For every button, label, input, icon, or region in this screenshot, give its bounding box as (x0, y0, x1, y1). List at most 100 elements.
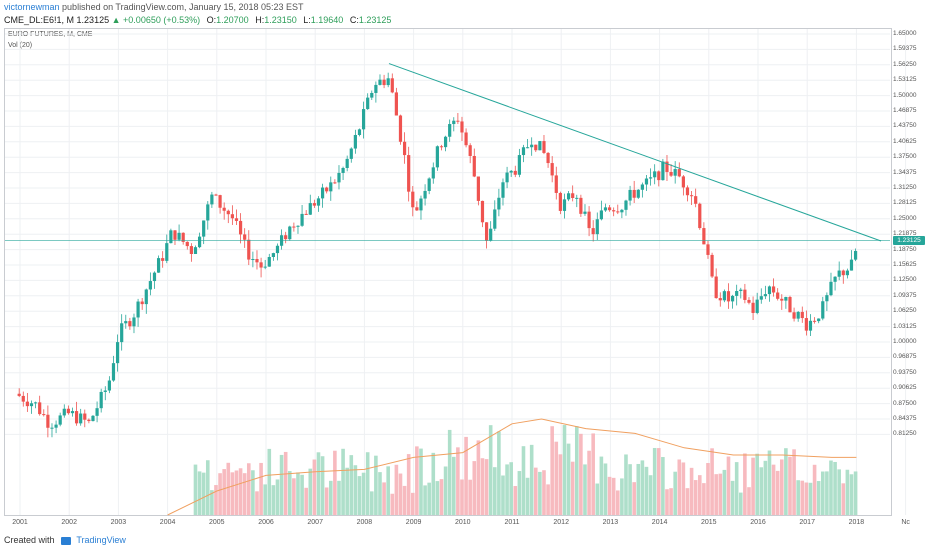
candle-body (566, 193, 571, 200)
candle-body (140, 301, 144, 305)
candle-body (17, 393, 21, 396)
triangle-up-icon: ▲ (111, 15, 121, 25)
volume-bar (287, 471, 292, 515)
symbol-name[interactable]: CME_DL:E6!1, M (4, 15, 75, 25)
candle-body (501, 182, 505, 198)
candle-body (583, 211, 587, 214)
volume-bar (562, 425, 567, 515)
candle-body (472, 155, 476, 177)
candle-body (234, 218, 239, 221)
time-axis-label: 2001 (12, 519, 28, 526)
candle-body (599, 210, 603, 220)
candle-body (394, 92, 398, 116)
candle-body (316, 198, 321, 206)
volume-bar (718, 473, 723, 515)
volume-bar (771, 464, 776, 515)
time-axis-label: Nc (901, 519, 910, 526)
tradingview-brand[interactable]: TradingView (76, 535, 126, 545)
candle-body (612, 210, 616, 212)
volume-bar (525, 477, 530, 515)
time-axis-label: 2010 (455, 519, 471, 526)
price-axis-label: 1.18750 (893, 245, 917, 253)
time-axis-label: 2017 (799, 519, 815, 526)
volume-bar (820, 471, 825, 515)
candle-body (111, 363, 116, 381)
candle-body (230, 214, 234, 219)
time-axis-label: 2002 (61, 519, 77, 526)
volume-bar (689, 467, 694, 515)
volume-bar (533, 467, 538, 515)
volume-bar (205, 460, 210, 515)
open-value: 1.20700 (216, 15, 249, 25)
candle-body (632, 189, 636, 198)
candle-body (333, 182, 337, 184)
volume-bar (796, 480, 800, 515)
candle-body (710, 254, 714, 277)
volume-bar (816, 481, 821, 515)
volume-bar (480, 458, 485, 515)
candle-body (103, 390, 107, 392)
volume-bar (558, 454, 563, 515)
volume-bar (615, 490, 620, 515)
volume-ma-line (167, 418, 857, 516)
candle-body (591, 228, 595, 235)
candle-body (91, 415, 95, 422)
candle-body (714, 276, 718, 299)
volume-bar (349, 455, 354, 515)
volume-bar (538, 471, 542, 515)
volume-bar (669, 488, 673, 515)
volume-bar (554, 441, 559, 515)
candle-body (38, 402, 42, 415)
price-axis-label: 1.65000 (893, 30, 917, 37)
price-axis-label: 1.37500 (893, 153, 917, 161)
volume-bar (365, 452, 370, 515)
volume-bar (529, 444, 534, 515)
volume-bar (263, 484, 267, 515)
volume-bar (251, 470, 255, 515)
volume-bar (222, 469, 226, 515)
candle-body (25, 401, 29, 407)
candle-body (435, 146, 439, 168)
candle-body (87, 419, 91, 422)
volume-bar (775, 470, 780, 515)
price-axis-label: 1.06250 (893, 307, 917, 315)
candle-body (726, 291, 731, 302)
author-link[interactable]: victornewman (4, 2, 60, 12)
time-axis-label: 2005 (209, 519, 225, 526)
time-axis-label: 2006 (258, 519, 274, 526)
candle-body (169, 230, 173, 244)
tradingview-logo-icon (61, 536, 72, 545)
volume-bar (484, 459, 489, 515)
price-axis-label: 0.81250 (893, 430, 917, 438)
volume-bar (394, 464, 399, 515)
candle-body (292, 226, 296, 228)
volume-bar (292, 478, 296, 515)
volume-bar (648, 475, 653, 515)
candle-body (423, 190, 427, 199)
volume-bar (472, 461, 477, 515)
candle-body (386, 78, 390, 86)
volume-bar (812, 464, 817, 515)
candle-body (620, 209, 624, 213)
candle-body (640, 184, 644, 190)
chart-pane[interactable] (4, 28, 892, 516)
candle-body (464, 132, 468, 146)
candle-body (300, 213, 304, 226)
candle-body (853, 250, 858, 260)
time-axis-label: 2008 (356, 519, 373, 526)
volume-bar (456, 447, 460, 515)
candle-body (177, 232, 181, 240)
volume-bar (738, 492, 743, 515)
candle-body (156, 258, 161, 273)
volume-bar (661, 457, 665, 515)
candle-body (829, 281, 833, 296)
candle-body (837, 270, 841, 277)
volume-bar (242, 473, 247, 515)
volume-bar (521, 446, 526, 515)
candle-body (161, 258, 165, 261)
candle-body (571, 193, 575, 198)
price-axis-label: 1.40625 (893, 137, 917, 145)
candle-body (534, 144, 538, 151)
candle-body (644, 178, 649, 185)
